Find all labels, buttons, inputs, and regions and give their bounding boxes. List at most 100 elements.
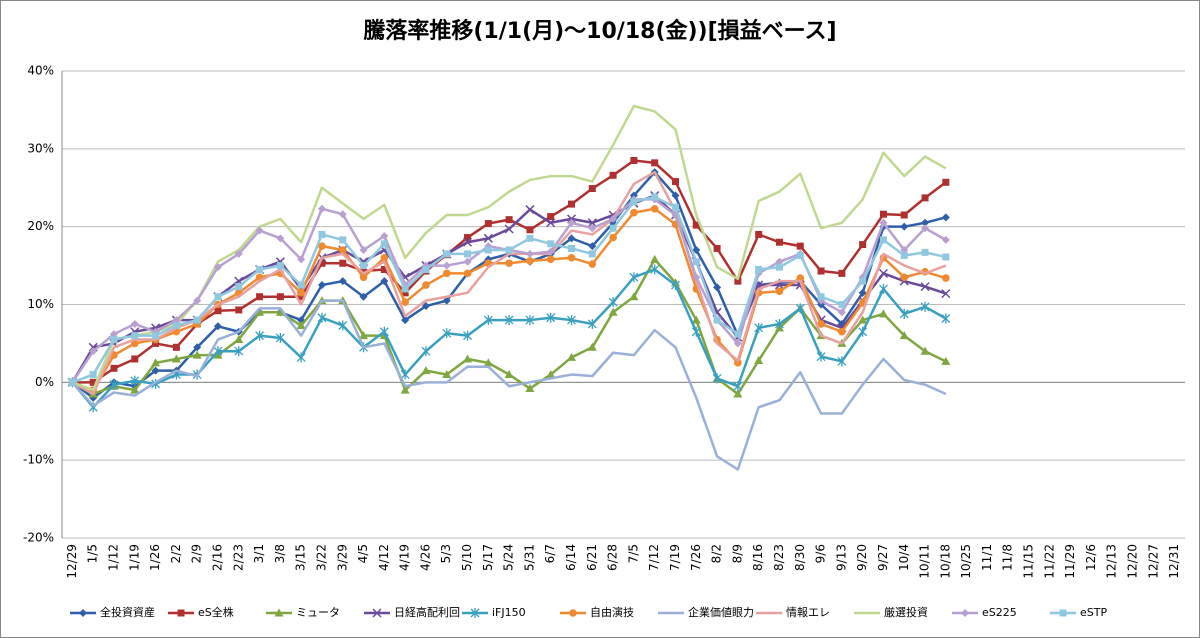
legend-label: iFJ150 <box>492 606 526 619</box>
x-tick-label: 8/30 <box>793 544 807 571</box>
data-point <box>89 378 97 386</box>
data-point <box>213 346 223 357</box>
x-tick-label: 3/22 <box>314 544 328 571</box>
x-tick-label: 10/25 <box>959 544 973 579</box>
data-point <box>546 312 556 323</box>
data-point <box>796 251 804 259</box>
x-tick-label: 6/14 <box>564 544 578 571</box>
data-point <box>691 315 701 324</box>
data-point <box>920 301 930 312</box>
legend-marker <box>177 609 185 617</box>
data-point <box>256 293 264 301</box>
data-point <box>318 242 326 250</box>
data-point <box>879 210 887 218</box>
data-point <box>713 244 721 252</box>
data-point <box>526 234 534 242</box>
data-point <box>587 342 597 351</box>
x-tick-label: 12/6 <box>1084 544 1098 571</box>
data-point <box>464 234 472 242</box>
data-point <box>338 320 348 331</box>
data-point <box>755 230 763 238</box>
data-point <box>609 171 617 179</box>
data-point <box>817 267 825 275</box>
data-point <box>131 332 139 340</box>
data-point <box>152 332 160 340</box>
data-point <box>671 203 679 211</box>
data-point <box>235 306 243 314</box>
data-point <box>671 280 680 291</box>
data-point <box>109 379 119 390</box>
data-point <box>172 343 180 351</box>
legend-marker <box>569 609 577 617</box>
x-tick-label: 4/5 <box>356 544 370 563</box>
x-tick-label: 6/7 <box>543 544 557 563</box>
x-tick-label: 12/31 <box>1167 544 1181 579</box>
x-tick-label: 1/5 <box>86 544 100 563</box>
chart-title: 騰落率推移(1/1(月)～10/18(金))[損益ベース] <box>363 18 836 44</box>
data-point <box>899 308 909 319</box>
legend-label: eSTP <box>1080 606 1107 619</box>
data-point <box>941 289 951 299</box>
x-tick-label: 1/19 <box>127 544 141 571</box>
x-tick-label: 11/15 <box>1022 544 1036 579</box>
data-point <box>567 218 576 227</box>
data-point <box>504 315 514 326</box>
x-tick-label: 11/1 <box>980 544 994 571</box>
data-point <box>463 330 472 341</box>
data-point <box>213 263 222 272</box>
x-tick-label: 5/31 <box>522 544 536 571</box>
series-line <box>71 299 947 471</box>
data-point <box>859 241 867 249</box>
data-point <box>504 370 514 379</box>
data-point <box>837 356 847 367</box>
x-tick-label: 8/2 <box>710 544 724 563</box>
data-point <box>878 268 888 278</box>
data-point <box>546 247 555 256</box>
data-point <box>505 246 513 254</box>
data-point <box>255 330 265 341</box>
data-point <box>920 346 930 355</box>
data-point <box>360 262 368 270</box>
x-tick-label: 2/2 <box>169 544 183 563</box>
data-point <box>795 303 805 314</box>
data-point <box>567 315 576 326</box>
data-point <box>442 296 451 305</box>
x-tick-label: 8/9 <box>730 544 744 563</box>
data-point <box>442 370 452 379</box>
data-point <box>171 354 181 363</box>
legend-label: 日経高配利回 <box>394 605 460 619</box>
data-point <box>442 328 452 339</box>
x-tick-label: 5/24 <box>502 544 516 571</box>
data-point <box>941 235 950 244</box>
data-point <box>692 258 700 266</box>
data-point <box>525 315 535 326</box>
data-point <box>338 210 347 219</box>
x-tick-label: 2/9 <box>190 544 204 563</box>
data-point <box>359 246 368 255</box>
data-point <box>712 373 722 384</box>
data-point <box>505 216 513 224</box>
legend-marker <box>79 609 87 617</box>
data-point <box>484 246 492 254</box>
data-point <box>296 321 306 330</box>
data-point <box>630 208 638 217</box>
data-point <box>608 307 618 316</box>
data-point <box>587 218 597 228</box>
y-tick-label: 0% <box>35 375 54 389</box>
data-point <box>152 339 160 347</box>
x-tick-label: 1/26 <box>148 544 162 571</box>
data-point <box>192 350 202 359</box>
data-point <box>484 220 492 228</box>
x-tick-label: 8/23 <box>772 544 786 571</box>
data-point <box>734 359 742 367</box>
data-point <box>464 250 472 258</box>
y-tick-label: 10% <box>27 297 54 311</box>
data-point <box>89 371 97 379</box>
data-point <box>775 238 783 246</box>
data-point <box>651 193 659 201</box>
data-point <box>692 221 700 229</box>
data-point <box>68 378 76 386</box>
data-point <box>525 205 535 215</box>
data-point <box>130 375 140 386</box>
data-point <box>359 292 368 301</box>
